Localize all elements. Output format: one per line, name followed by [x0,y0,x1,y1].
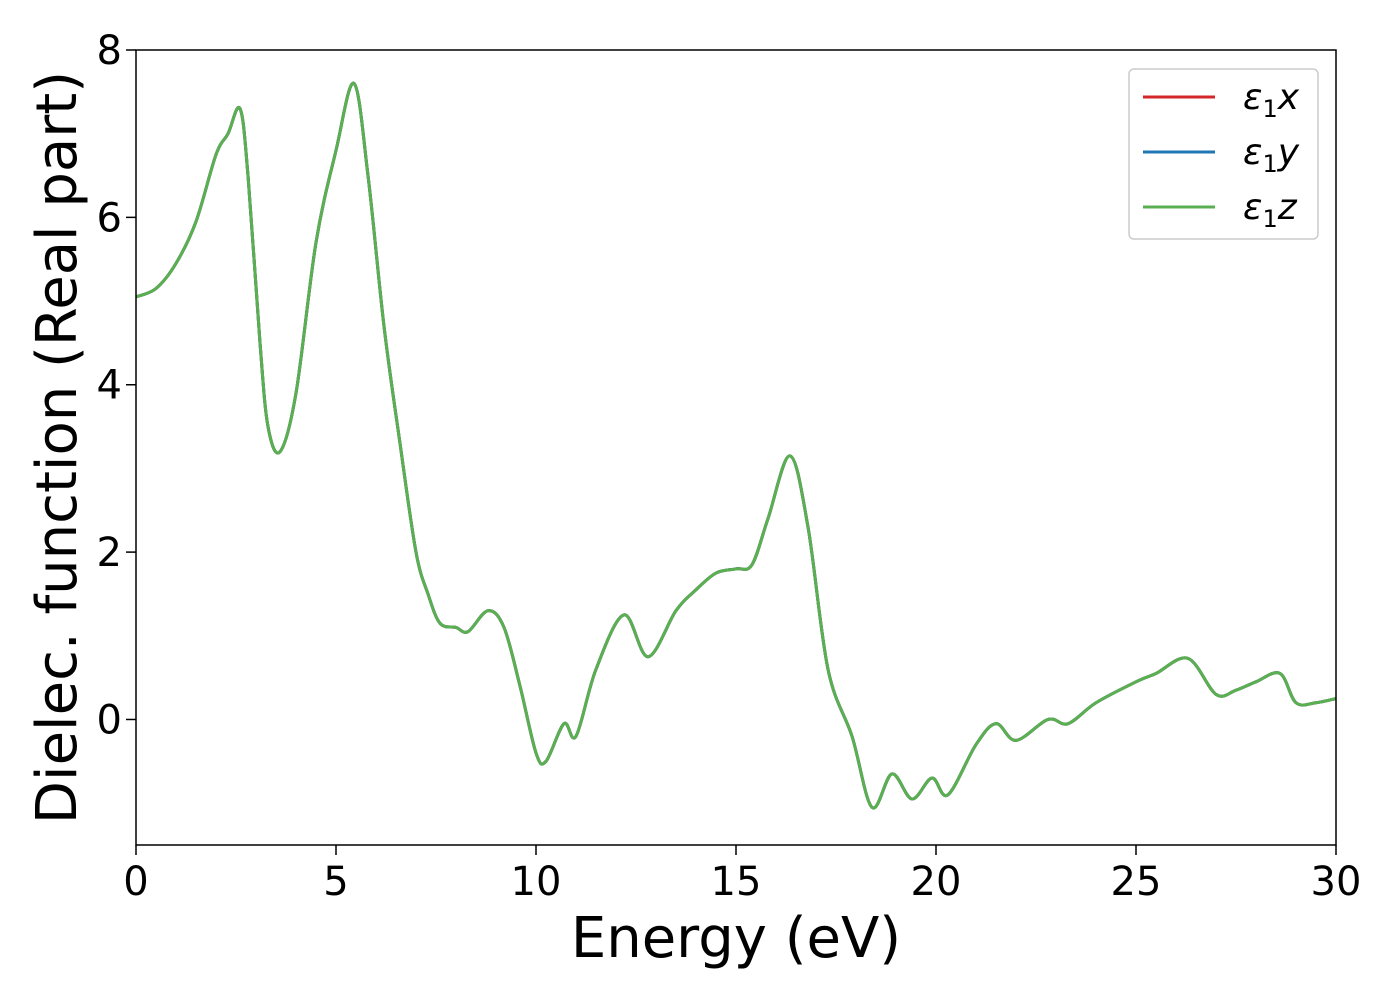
y-axis: 0 2 4 6 8 [97,28,136,743]
y-tick-label: 8 [97,28,122,74]
y-tick-label: 6 [97,195,122,241]
y-tick-label: 0 [97,697,122,743]
legend-box [1128,68,1319,240]
x-axis: 0 5 10 15 20 25 30 [123,845,1361,905]
legend-entries: ε1x ε1y ε1z [1143,77,1300,233]
legend-item-x: ε1x [1143,77,1300,123]
x-tick-label: 5 [323,859,348,905]
y-tick-label: 2 [97,530,122,576]
x-tick-label: 0 [123,859,148,905]
x-tick-label: 20 [911,859,962,905]
x-tick-label: 10 [511,859,562,905]
series-layer [136,81,1336,810]
legend-label: ε1z [1243,187,1298,233]
series-line-z [136,81,1336,810]
legend-item-y: ε1y [1143,132,1300,178]
legend: ε1x ε1y ε1z [1128,68,1319,240]
y-axis-label: Dielec. function (Real part) [25,71,90,824]
x-tick-label: 15 [711,859,762,905]
x-tick-label: 30 [1311,859,1362,905]
legend-item-z: ε1z [1143,187,1298,233]
legend-label: ε1x [1243,77,1300,123]
x-axis-label: Energy (eV) [571,906,901,971]
x-tick-label: 25 [1111,859,1162,905]
y-tick-label: 4 [97,363,122,409]
legend-label: ε1y [1243,132,1300,178]
